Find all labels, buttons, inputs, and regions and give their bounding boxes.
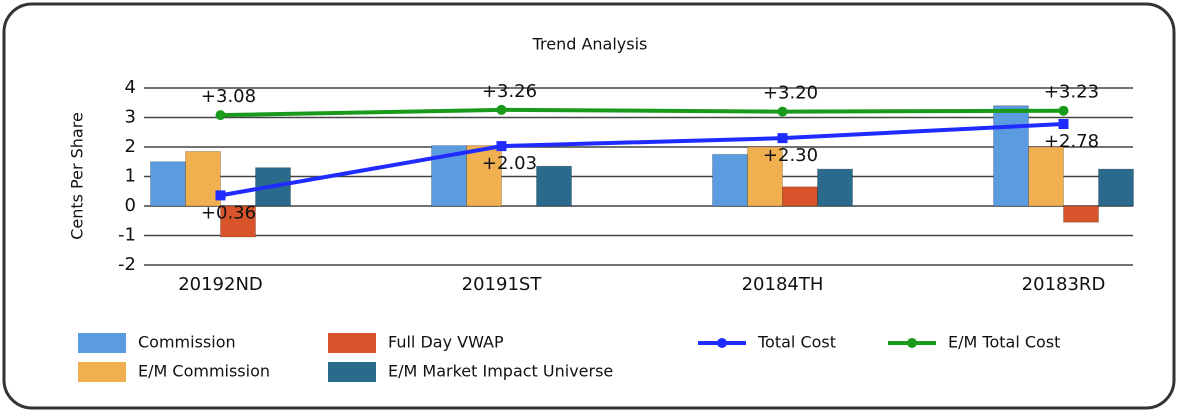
y-tick-label: 4 xyxy=(125,77,136,98)
line-marker xyxy=(777,106,788,117)
x-tick-label: 20184TH xyxy=(742,274,824,295)
line xyxy=(220,121,1064,198)
legend-marker xyxy=(717,338,727,348)
bar xyxy=(1028,146,1064,207)
legend-label: Commission xyxy=(138,333,236,352)
y-tick-label: 2 xyxy=(125,136,136,157)
bar xyxy=(782,186,818,207)
bar xyxy=(1063,205,1099,223)
bar xyxy=(150,161,186,207)
legend-swatch xyxy=(78,333,126,353)
line-marker xyxy=(1058,105,1069,116)
legend-label: E/M Commission xyxy=(138,362,270,381)
legend-swatch xyxy=(328,362,376,382)
line-marker xyxy=(496,104,507,115)
y-tick-label: 1 xyxy=(125,166,136,187)
legend-label: E/M Total Cost xyxy=(948,333,1060,352)
y-tick-label: 0 xyxy=(125,195,136,216)
bar xyxy=(536,165,572,207)
x-tick-label: 20192ND xyxy=(178,274,263,295)
data-label: +0.36 xyxy=(201,202,256,223)
bar xyxy=(993,105,1029,207)
legend-marker xyxy=(907,338,917,348)
y-tick-label: -2 xyxy=(118,254,136,275)
bar xyxy=(466,145,502,207)
line-marker xyxy=(496,141,507,152)
legend-label: Total Cost xyxy=(757,333,836,352)
bar xyxy=(712,153,748,207)
line-marker xyxy=(215,190,226,201)
data-label: +3.23 xyxy=(1044,82,1099,103)
line-marker xyxy=(777,133,788,144)
bar xyxy=(817,168,853,207)
line xyxy=(220,107,1064,118)
chart-title: Trend Analysis xyxy=(532,35,648,54)
legend-swatch xyxy=(328,333,376,353)
data-label: +3.20 xyxy=(763,83,818,104)
bar xyxy=(1098,168,1134,207)
line-marker xyxy=(1058,118,1069,129)
data-label: +2.78 xyxy=(1044,131,1099,152)
data-label: +3.26 xyxy=(482,81,537,102)
bar xyxy=(747,146,783,207)
x-tick-label: 20183RD xyxy=(1022,274,1106,295)
y-tick-label: -1 xyxy=(118,225,136,246)
legend-swatch xyxy=(78,362,126,382)
data-label: +3.08 xyxy=(201,86,256,107)
y-tick-label: 3 xyxy=(125,107,136,128)
legend-label: Full Day VWAP xyxy=(388,333,504,352)
data-label: +2.30 xyxy=(763,145,818,166)
line-marker xyxy=(215,110,226,121)
x-tick-label: 20191ST xyxy=(462,274,543,295)
y-axis-label: Cents Per Share xyxy=(68,112,87,240)
bar xyxy=(185,150,221,207)
legend-label: E/M Market Impact Universe xyxy=(388,362,613,381)
bar xyxy=(220,205,256,238)
data-label: +2.03 xyxy=(482,153,537,174)
